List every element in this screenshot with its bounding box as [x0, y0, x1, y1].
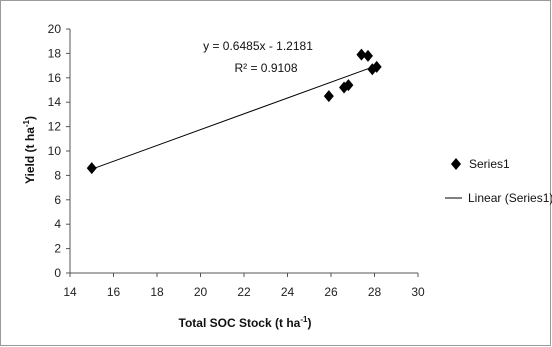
legend-trendline-label: Linear (Series1)	[468, 191, 552, 205]
x-tick-label: 18	[150, 285, 164, 299]
x-tick-label: 26	[324, 285, 338, 299]
y-tick-label: 14	[48, 95, 62, 109]
x-tick-label: 14	[63, 285, 77, 299]
trendline-equation-label: y = 0.6485x - 1.2181	[203, 39, 313, 53]
y-axis-title: Yield (t ha-1)	[22, 116, 37, 184]
r-squared-label: R² = 0.9108	[234, 61, 297, 75]
y-tick-label: 20	[48, 22, 62, 36]
legend-series1-marker	[451, 158, 461, 170]
y-tick-label: 12	[48, 120, 62, 134]
y-axis-ticks: 0 2 4 6 8 10 12 14 16 18 20	[48, 22, 70, 280]
x-tick-label: 20	[194, 285, 208, 299]
x-tick-label: 16	[107, 285, 121, 299]
y-axis-title-end: )	[23, 116, 37, 120]
y-tick-label: 0	[54, 266, 61, 280]
data-point	[343, 79, 354, 92]
data-point	[86, 162, 97, 175]
y-axis-title-superscript: -1	[22, 119, 31, 127]
data-point	[371, 60, 382, 73]
x-tick-label: 24	[281, 285, 295, 299]
x-axis-ticks: 14 16 18 20 22 24 26 28 30	[63, 273, 425, 299]
x-tick-label: 30	[411, 285, 425, 299]
y-tick-label: 2	[54, 242, 61, 256]
x-axis-title-text: Total SOC Stock (t ha	[179, 316, 301, 330]
x-axis-title: Total SOC Stock (t ha-1)	[179, 315, 312, 330]
data-point	[323, 90, 334, 103]
y-tick-label: 18	[48, 46, 62, 60]
y-tick-label: 8	[54, 168, 61, 182]
legend-series1-label: Series1	[469, 157, 510, 171]
data-point	[356, 48, 367, 61]
x-axis-title-superscript: -1	[300, 315, 308, 324]
data-point	[362, 49, 373, 62]
y-axis-title-text: Yield (t ha	[23, 127, 37, 184]
data-points	[86, 48, 382, 175]
x-tick-label: 28	[368, 285, 382, 299]
x-axis-title-end: )	[307, 316, 311, 330]
y-tick-label: 4	[54, 217, 61, 231]
y-tick-label: 16	[48, 71, 62, 85]
legend: Series1 Linear (Series1)	[445, 157, 552, 205]
trendline	[91, 65, 377, 170]
x-tick-label: 22	[237, 285, 251, 299]
y-tick-label: 6	[54, 193, 61, 207]
y-tick-label: 10	[48, 144, 62, 158]
